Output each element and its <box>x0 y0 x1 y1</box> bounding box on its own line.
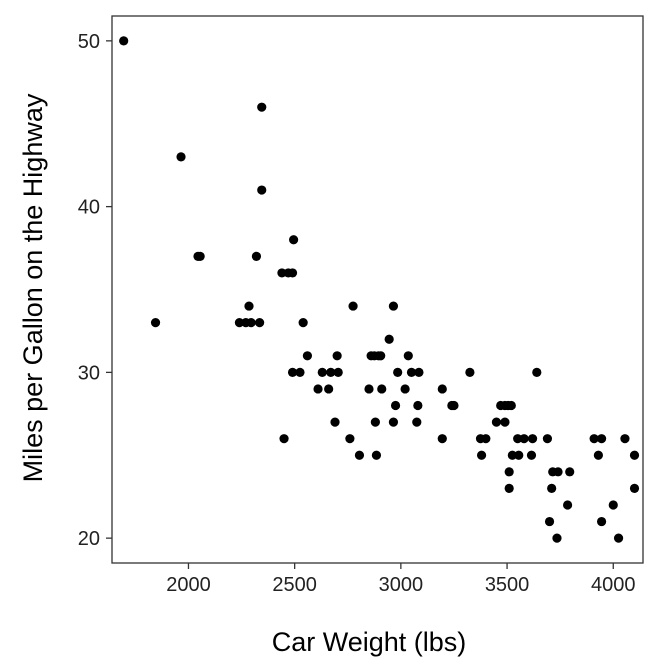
scatter-point <box>313 384 323 394</box>
scatter-point <box>406 367 417 377</box>
scatter-point <box>504 467 514 477</box>
scatter-point <box>330 417 340 427</box>
scatter-point <box>370 417 380 427</box>
scatter-point <box>553 467 563 477</box>
scatter-point <box>589 434 599 444</box>
scatter-point <box>376 351 386 361</box>
plot-panel-border <box>111 15 644 564</box>
scatter-point <box>449 400 459 411</box>
scatter-point <box>500 417 510 427</box>
scatter-point <box>388 301 399 311</box>
scatter-point <box>289 235 299 245</box>
scatter-point <box>388 417 399 427</box>
scatter-point <box>255 318 265 328</box>
scatter-point <box>412 417 422 427</box>
scatter-point <box>506 400 516 411</box>
scatter-point <box>513 434 523 444</box>
scatter-point <box>324 384 334 394</box>
y-tick-label: 20 <box>78 528 100 550</box>
scatter-point <box>371 450 382 460</box>
scatter-point <box>393 367 403 377</box>
x-tick-label: 3500 <box>485 574 530 596</box>
scatter-point <box>476 450 487 460</box>
scatter-point <box>345 434 355 444</box>
scatter-point <box>507 450 517 460</box>
scatter-point <box>552 533 562 543</box>
x-tick-label: 4000 <box>591 574 636 596</box>
scatter-point <box>413 400 423 411</box>
scatter-point <box>565 467 575 477</box>
scatter-point <box>544 516 555 527</box>
scatter-point <box>251 251 262 261</box>
scatter-point <box>384 334 394 344</box>
scatter-point <box>257 185 267 195</box>
scatter-point <box>298 318 308 328</box>
scatter-point <box>326 367 336 377</box>
data-points <box>119 36 640 543</box>
scatter-point <box>629 450 640 460</box>
y-axis-title: Miles per Gallon on the Highway <box>18 93 48 482</box>
scatter-point <box>519 434 529 444</box>
scatter-point <box>437 384 447 394</box>
y-tick-label: 40 <box>78 197 100 219</box>
scatter-point <box>257 102 267 112</box>
scatter-point <box>287 268 298 278</box>
scatter-point <box>176 152 186 162</box>
scatter-point <box>377 384 387 394</box>
plot-panel <box>111 15 644 564</box>
scatter-point <box>593 450 603 460</box>
scatter-point <box>390 400 401 411</box>
scatter-point <box>279 434 289 444</box>
scatter-point <box>481 434 491 444</box>
scatter-point <box>527 434 538 444</box>
scatter-point <box>532 367 542 377</box>
scatter-point <box>354 450 365 460</box>
y-tick-label: 30 <box>78 362 100 384</box>
scatter-point <box>620 434 630 444</box>
scatter-point <box>629 483 640 494</box>
x-tick-label: 2000 <box>166 574 211 596</box>
scatter-point <box>195 251 205 261</box>
scatter-point <box>302 351 313 361</box>
y-axis-ticks: 20 30 40 50 <box>78 31 112 550</box>
scatter-point <box>562 500 573 510</box>
scatter-point <box>596 516 607 527</box>
scatter-point <box>244 301 254 311</box>
x-axis-title: Car Weight (lbs) <box>272 627 467 657</box>
scatter-point <box>332 351 342 361</box>
scatter-point <box>491 417 502 427</box>
scatter-point <box>514 450 524 460</box>
scatter-point <box>348 301 358 311</box>
scatter-point <box>414 367 424 377</box>
scatter-point <box>437 434 447 444</box>
scatter-point <box>403 351 413 361</box>
x-tick-label: 3000 <box>379 574 424 596</box>
x-tick-label: 2500 <box>272 574 317 596</box>
scatter-point <box>608 500 618 510</box>
scatter-point <box>246 318 256 328</box>
scatter-point <box>150 318 161 328</box>
scatter-point <box>119 36 129 46</box>
scatter-point <box>400 384 410 394</box>
x-axis-ticks: 2000 2500 3000 3500 4000 <box>166 563 636 596</box>
scatter-point <box>287 367 298 377</box>
y-tick-label: 50 <box>78 31 100 53</box>
scatter-point <box>364 384 374 394</box>
scatter-point <box>596 434 607 444</box>
scatter-point <box>504 483 514 494</box>
scatter-point <box>613 533 624 543</box>
scatter-point <box>295 367 305 377</box>
scatter-point <box>317 367 327 377</box>
scatter-point <box>277 268 287 278</box>
scatter-point <box>526 450 537 460</box>
scatter-point <box>234 318 245 328</box>
scatter-point <box>542 434 553 444</box>
scatter-point <box>547 483 557 494</box>
scatter-point <box>465 367 475 377</box>
scatter-point <box>333 367 343 377</box>
